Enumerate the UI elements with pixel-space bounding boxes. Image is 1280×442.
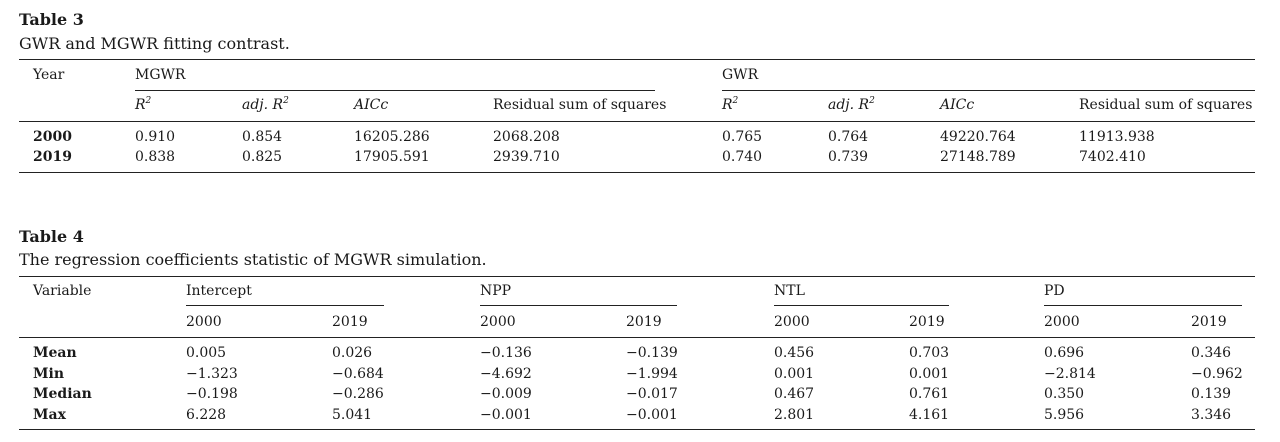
table4-cell: −1.994 xyxy=(626,366,678,382)
table3-cell: 0.739 xyxy=(828,149,869,165)
table4-cell: −0.001 xyxy=(480,407,532,423)
table4-pd-subrule xyxy=(1044,305,1242,306)
table4-cell: 0.005 xyxy=(186,345,227,361)
table4-cell: −0.684 xyxy=(332,366,384,382)
table4-cell: 0.026 xyxy=(332,345,373,361)
table4-row-name: Max xyxy=(33,407,66,423)
table3-cell: 27148.789 xyxy=(940,149,1016,165)
table3-cell: 0.740 xyxy=(722,149,763,165)
table4-row-name: Mean xyxy=(33,345,77,361)
table3-cell: 0.825 xyxy=(242,149,283,165)
table4-group-intercept: Intercept xyxy=(186,283,252,299)
table4-cell: −0.286 xyxy=(332,386,384,402)
table4-cell: −2.814 xyxy=(1044,366,1096,382)
table4-cell: 0.703 xyxy=(909,345,950,361)
table3-cell: 0.765 xyxy=(722,129,763,145)
table4-cell: −4.692 xyxy=(480,366,532,382)
table4-cell: 0.761 xyxy=(909,386,950,402)
table4-npp-subrule xyxy=(480,305,677,306)
table4-ntl-subrule xyxy=(774,305,949,306)
table4-cell: 3.346 xyxy=(1191,407,1232,423)
table4-cell: 4.161 xyxy=(909,407,950,423)
table3-gwr-r2-header: R2 xyxy=(722,96,739,114)
table4-cell: 0.350 xyxy=(1044,386,1085,402)
table4-intercept-subrule xyxy=(186,305,384,306)
table3-gwr-adjr2-header: adj. R2 xyxy=(828,96,875,114)
table4-cell: 5.041 xyxy=(332,407,373,423)
table3-header-rule xyxy=(19,121,1255,122)
table3-mgwr-rss-header: Residual sum of squares xyxy=(493,97,667,113)
table4-row-name: Median xyxy=(33,386,92,402)
table3-cell: 17905.591 xyxy=(354,149,430,165)
table4-year-header: 2019 xyxy=(332,314,368,330)
table3-top-rule xyxy=(19,59,1255,60)
table3-cell: 0.910 xyxy=(135,129,176,145)
table4-cell: 5.956 xyxy=(1044,407,1085,423)
table4-group-pd: PD xyxy=(1044,283,1065,299)
table3-cell: 0.764 xyxy=(828,129,869,145)
table4-group-ntl: NTL xyxy=(774,283,805,299)
table4-cell: −0.962 xyxy=(1191,366,1243,382)
table3-cell: 49220.764 xyxy=(940,129,1016,145)
table3-cell: 7402.410 xyxy=(1079,149,1146,165)
table4-year-header: 2000 xyxy=(1044,314,1080,330)
table4-cell: −0.009 xyxy=(480,386,532,402)
table4-cell: 2.801 xyxy=(774,407,815,423)
table4-variable-header: Variable xyxy=(33,283,92,299)
table3-cell: 0.854 xyxy=(242,129,283,145)
table4-top-rule xyxy=(19,276,1255,277)
table3-group-gwr: GWR xyxy=(722,67,759,83)
table3-cell: 11913.938 xyxy=(1079,129,1155,145)
table4-year-header: 2019 xyxy=(909,314,945,330)
table4-header-rule xyxy=(19,337,1255,338)
table4-cell: 0.696 xyxy=(1044,345,1085,361)
table3-mgwr-subrule xyxy=(135,90,655,91)
table4-cell: 0.139 xyxy=(1191,386,1232,402)
table4-cell: −1.323 xyxy=(186,366,238,382)
table3-gwr-subrule xyxy=(722,90,1255,91)
table4-cell: 0.346 xyxy=(1191,345,1232,361)
table3-cell: 2068.208 xyxy=(493,129,560,145)
table4-cell: 0.001 xyxy=(774,366,815,382)
table3-cell: 16205.286 xyxy=(354,129,430,145)
table4-bottom-rule xyxy=(19,429,1255,430)
table4-year-header: 2019 xyxy=(626,314,662,330)
table3-gwr-rss-header: Residual sum of squares xyxy=(1079,97,1253,113)
table3-label: Table 3 xyxy=(19,10,84,29)
table4-cell: −0.017 xyxy=(626,386,678,402)
table3-cell: 2939.710 xyxy=(493,149,560,165)
table4-year-header: 2019 xyxy=(1191,314,1227,330)
table4-year-header: 2000 xyxy=(186,314,222,330)
table3-caption: GWR and MGWR fitting contrast. xyxy=(19,34,290,53)
table4-label: Table 4 xyxy=(19,227,84,246)
table3-cell: 0.838 xyxy=(135,149,176,165)
table3-mgwr-r2-header: R2 xyxy=(135,96,152,114)
table3-row-year: 2019 xyxy=(33,149,72,165)
table4-cell: 6.228 xyxy=(186,407,227,423)
table4-cell: −0.001 xyxy=(626,407,678,423)
table3-mgwr-aicc-header: AICc xyxy=(354,97,389,113)
table4-cell: −0.139 xyxy=(626,345,678,361)
table4-row-name: Min xyxy=(33,366,64,382)
table4-cell: −0.136 xyxy=(480,345,532,361)
table4-caption: The regression coefficients statistic of… xyxy=(19,250,487,269)
table4-cell: 0.001 xyxy=(909,366,950,382)
table4-year-header: 2000 xyxy=(774,314,810,330)
table3-mgwr-adjr2-header: adj. R2 xyxy=(242,96,289,114)
table3-bottom-rule xyxy=(19,172,1255,173)
table3-row-year: 2000 xyxy=(33,129,72,145)
table4-cell: 0.456 xyxy=(774,345,815,361)
table3-gwr-aicc-header: AICc xyxy=(940,97,975,113)
table3-year-header: Year xyxy=(33,67,65,83)
table4-year-header: 2000 xyxy=(480,314,516,330)
table4-group-npp: NPP xyxy=(480,283,512,299)
table4-cell: 0.467 xyxy=(774,386,815,402)
table4-cell: −0.198 xyxy=(186,386,238,402)
table3-group-mgwr: MGWR xyxy=(135,67,186,83)
